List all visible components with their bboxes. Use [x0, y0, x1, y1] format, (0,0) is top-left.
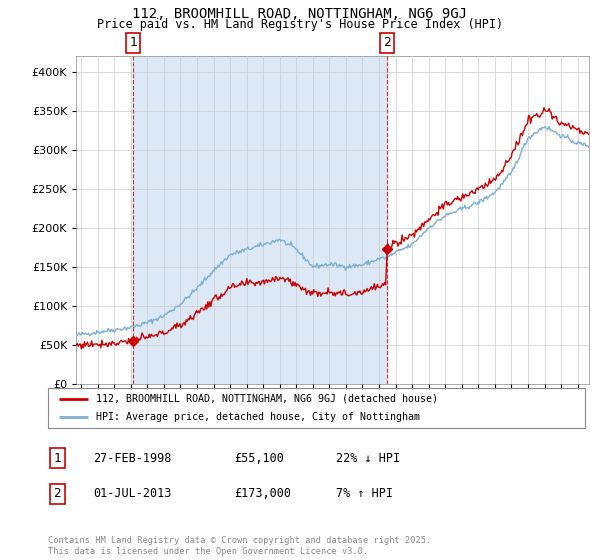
Text: HPI: Average price, detached house, City of Nottingham: HPI: Average price, detached house, City… [97, 412, 421, 422]
Text: 2: 2 [53, 487, 61, 501]
Text: 1: 1 [53, 451, 61, 465]
Text: Contains HM Land Registry data © Crown copyright and database right 2025.
This d: Contains HM Land Registry data © Crown c… [48, 536, 431, 556]
Text: £173,000: £173,000 [234, 487, 291, 501]
Text: £55,100: £55,100 [234, 451, 284, 465]
Text: 01-JUL-2013: 01-JUL-2013 [93, 487, 172, 501]
Text: 112, BROOMHILL ROAD, NOTTINGHAM, NG6 9GJ: 112, BROOMHILL ROAD, NOTTINGHAM, NG6 9GJ [133, 7, 467, 21]
Text: 27-FEB-1998: 27-FEB-1998 [93, 451, 172, 465]
Text: 2: 2 [383, 36, 391, 49]
Text: 22% ↓ HPI: 22% ↓ HPI [336, 451, 400, 465]
Bar [133, 56, 388, 384]
Text: Price paid vs. HM Land Registry's House Price Index (HPI): Price paid vs. HM Land Registry's House … [97, 18, 503, 31]
Text: 1: 1 [130, 36, 137, 49]
Text: 7% ↑ HPI: 7% ↑ HPI [336, 487, 393, 501]
FancyBboxPatch shape [48, 388, 585, 428]
Text: 112, BROOMHILL ROAD, NOTTINGHAM, NG6 9GJ (detached house): 112, BROOMHILL ROAD, NOTTINGHAM, NG6 9GJ… [97, 394, 439, 404]
